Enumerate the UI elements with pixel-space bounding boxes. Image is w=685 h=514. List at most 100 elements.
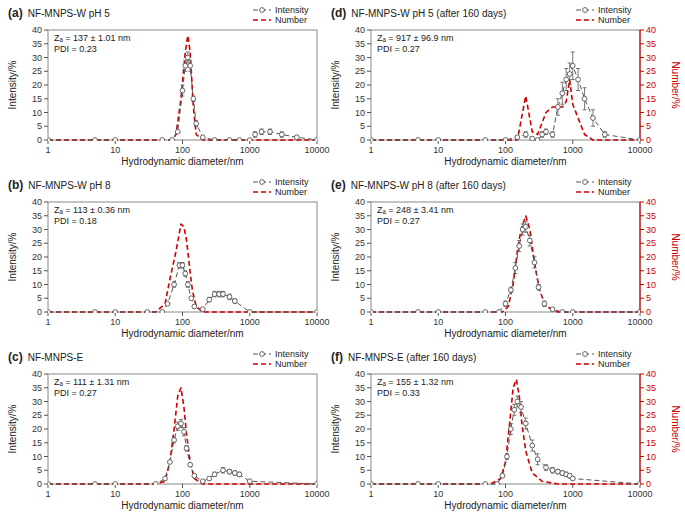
y-tick-label: 40 xyxy=(355,369,365,379)
marker xyxy=(500,473,505,478)
plot-area xyxy=(371,52,640,141)
legend-entry: Number xyxy=(576,15,630,25)
marker xyxy=(436,138,441,141)
legend-marker xyxy=(583,352,588,357)
series-line xyxy=(371,227,640,312)
x-tick-label: 10000 xyxy=(627,145,652,155)
y-tick-label: 40 xyxy=(32,25,42,35)
y-tick xyxy=(367,126,371,127)
y2-axis-label: Number/% xyxy=(670,405,681,452)
error-bar-cap xyxy=(564,90,568,91)
marker xyxy=(602,132,607,137)
plot-frame xyxy=(48,30,317,140)
x-tick-label: 100 xyxy=(175,317,190,327)
y-axis-label: Intensity/% xyxy=(7,404,18,453)
x-tick xyxy=(182,484,183,488)
legend-entry: Intensity xyxy=(576,5,632,15)
y-tick xyxy=(44,257,48,258)
error-bar-cap xyxy=(530,451,534,452)
x-tick-label: 100 xyxy=(498,489,513,499)
x-tick-label: 10000 xyxy=(304,489,329,499)
x-tick-label: 1000 xyxy=(563,489,583,499)
error-bar-cap xyxy=(583,87,587,88)
panel: 110100100010000Hydrodynamic diameter/nm0… xyxy=(330,177,681,339)
series-line xyxy=(48,58,317,141)
legend: IntensityNumber xyxy=(253,349,309,369)
x-tick-label: 10 xyxy=(433,145,443,155)
marker xyxy=(532,260,537,265)
legend: IntensityNumber xyxy=(253,5,309,25)
x-tick-label: 100 xyxy=(498,317,513,327)
y2-tick-label: 30 xyxy=(646,397,656,407)
legend-label: Number xyxy=(598,15,630,25)
annotation: Zₐ = 111 ± 1.31 nm xyxy=(54,377,129,387)
y-tick xyxy=(367,43,371,44)
plot-area xyxy=(371,216,640,313)
legend-label: Number xyxy=(598,359,630,369)
marker xyxy=(483,138,488,141)
y2-tick xyxy=(640,284,644,285)
marker xyxy=(570,476,575,481)
error-bar xyxy=(233,299,237,303)
y-tick xyxy=(367,98,371,99)
y-tick-label: 25 xyxy=(355,238,365,248)
error-bar xyxy=(181,263,185,269)
marker xyxy=(564,77,569,82)
error-bar-cap xyxy=(556,98,560,99)
y2-tick xyxy=(640,243,644,244)
marker xyxy=(93,310,98,313)
legend-swatch xyxy=(253,363,271,365)
plot-area xyxy=(48,388,317,485)
marker xyxy=(153,482,158,485)
marker xyxy=(530,443,535,448)
series xyxy=(48,263,317,314)
plot-frame xyxy=(371,374,640,484)
marker xyxy=(508,427,513,432)
legend-label: Number xyxy=(275,187,307,197)
y2-tick xyxy=(640,202,644,203)
y-tick-label: 20 xyxy=(355,424,365,434)
series-line xyxy=(48,36,317,141)
y-tick xyxy=(44,401,48,402)
y-tick xyxy=(44,312,48,313)
y-tick-label: 5 xyxy=(360,465,365,475)
y-tick-label: 0 xyxy=(37,135,42,145)
y2-tick-label: 15 xyxy=(646,94,656,104)
y2-tick xyxy=(640,401,644,402)
legend-label: Intensity xyxy=(275,349,309,359)
marker xyxy=(227,138,232,141)
marker xyxy=(497,310,502,313)
marker xyxy=(550,468,555,473)
panel-label: (b) xyxy=(8,178,23,192)
marker xyxy=(527,238,532,243)
y-tick-label: 0 xyxy=(360,479,365,489)
marker xyxy=(183,271,188,276)
marker xyxy=(503,138,508,141)
x-tick-label: 10 xyxy=(110,489,120,499)
panel-title: NF-MNPS-W pH 8 xyxy=(28,180,111,191)
error-bar-cap xyxy=(564,68,568,69)
marker xyxy=(227,294,232,299)
error-bar xyxy=(536,454,540,465)
error-bar-cap xyxy=(576,90,580,91)
series xyxy=(371,52,640,141)
y2-tick xyxy=(640,298,644,299)
marker xyxy=(416,310,421,313)
y2-axis-label: Number/% xyxy=(670,233,681,280)
y2-tick xyxy=(640,215,644,216)
y-axis-label: Intensity/% xyxy=(330,60,341,109)
legend: IntensityNumber xyxy=(576,349,632,369)
legend-label: Intensity xyxy=(598,5,632,15)
marker xyxy=(315,310,317,313)
y-tick xyxy=(44,43,48,44)
error-bar xyxy=(172,282,176,288)
error-bar-cap xyxy=(181,85,185,86)
y-tick xyxy=(44,270,48,271)
y2-tick xyxy=(640,71,644,72)
marker xyxy=(113,138,118,141)
marker xyxy=(194,121,199,126)
marker xyxy=(113,482,118,485)
plot-frame xyxy=(371,30,640,140)
y-tick xyxy=(367,57,371,58)
y-tick-label: 25 xyxy=(32,410,42,420)
